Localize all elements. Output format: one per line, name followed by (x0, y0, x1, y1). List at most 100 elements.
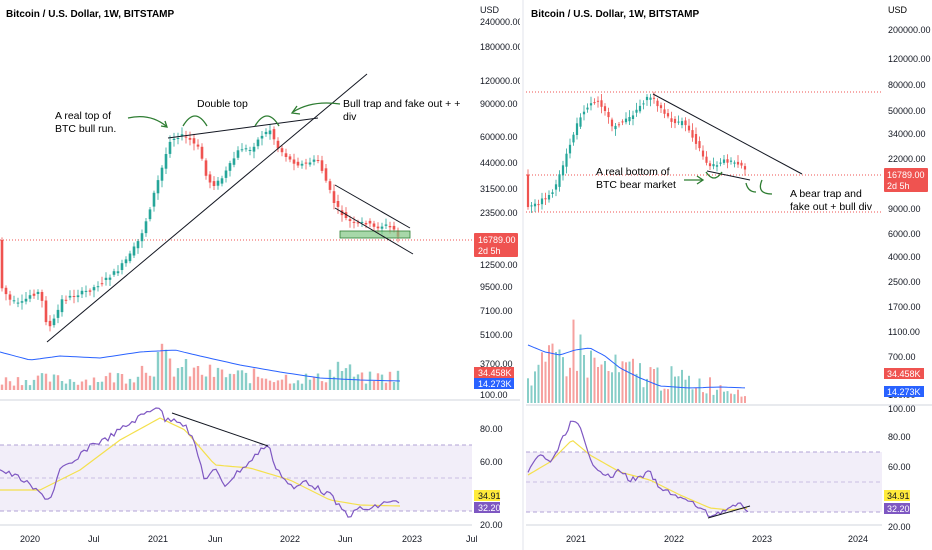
candle-body (116, 271, 120, 274)
volume-bar (360, 372, 364, 390)
candle-body (76, 295, 80, 298)
price-tick-label: 240000.00 (480, 17, 523, 27)
candle-body (631, 115, 635, 119)
volume-bar (4, 377, 8, 390)
candle-body (132, 246, 136, 256)
candle-body (582, 111, 586, 115)
candle-body (712, 164, 715, 167)
candle-body (635, 109, 638, 113)
candle-body (312, 159, 316, 162)
candle-body (220, 178, 224, 184)
volume-bar (639, 363, 641, 403)
volume-bar (597, 367, 599, 403)
right-volume-bars (527, 319, 746, 403)
candle-body (649, 97, 652, 100)
candle-body (248, 150, 252, 151)
volume-bar (104, 376, 108, 390)
candle-body (320, 160, 324, 171)
volume-bar (541, 352, 543, 403)
volume-bar (188, 376, 192, 390)
right-volume-ma-line (527, 344, 746, 389)
volume-bar (660, 390, 662, 403)
candle-body (112, 271, 116, 275)
price-tick-label: 80000.00 (888, 80, 926, 90)
candle-body (152, 192, 156, 207)
right-volume-ma-value: 14.273K (887, 387, 921, 397)
candle-body (642, 103, 645, 105)
candle-body (48, 320, 52, 327)
volume-bar (649, 367, 652, 403)
candle-body (164, 154, 168, 169)
right-bear-trap-arc-2 (745, 182, 757, 193)
volume-bar (240, 370, 244, 390)
candle-body (656, 100, 659, 107)
volume-bar (667, 389, 669, 403)
volume-bar (32, 379, 36, 390)
candle-body (88, 290, 92, 292)
candle-body (120, 263, 124, 270)
volume-bar (572, 319, 575, 403)
volume-bar (730, 393, 732, 403)
volume-bar (120, 374, 124, 390)
candle-body (684, 120, 687, 126)
time-tick-label: 2022 (664, 534, 684, 544)
price-tick-label: 100.00 (480, 390, 508, 400)
right-rsi-line (527, 420, 749, 518)
candle-body (670, 118, 673, 122)
volume-bar (164, 349, 168, 390)
candle-body (68, 295, 72, 298)
candle-body (8, 294, 12, 300)
volume-bar (368, 371, 372, 390)
right-chart: Bitcoin / U.S. Dollar, 1W, BITSTAMP USD … (526, 5, 932, 544)
candle-body (36, 291, 40, 294)
candle-body (589, 103, 593, 106)
candle-body (264, 131, 268, 135)
price-tick-label: 60.00 (888, 462, 911, 472)
volume-bar (296, 380, 300, 390)
candle-body (352, 221, 356, 223)
candle-body (376, 226, 380, 229)
candle-body (240, 149, 244, 151)
volume-bar (284, 374, 288, 390)
left-volume-bars (0, 343, 400, 390)
candle-body (624, 118, 628, 123)
candle-body (572, 134, 575, 143)
candle-body (691, 130, 694, 138)
volume-bar (68, 379, 72, 390)
candle-body (384, 224, 388, 226)
volume-bar (320, 381, 324, 390)
candle-body (336, 201, 340, 207)
right-bear-trap-arc (759, 179, 773, 195)
candle-body (736, 161, 740, 165)
volume-bar (220, 369, 224, 390)
candle-body (628, 117, 631, 122)
volume-bar (625, 362, 627, 403)
candle-body (729, 160, 733, 162)
candle-body (96, 286, 100, 288)
candle-body (680, 121, 684, 126)
candle-body (392, 225, 396, 230)
volume-bar (583, 355, 585, 403)
candle-body (733, 162, 736, 164)
volume-bar (72, 381, 76, 390)
candle-body (192, 138, 196, 144)
volume-bar (256, 376, 260, 390)
volume-bar (180, 367, 184, 390)
candle-body (20, 301, 24, 303)
candle-body (579, 117, 582, 127)
left-rsi-axis: 80.00 60.00 20.00 (480, 424, 503, 530)
right-candles (526, 91, 747, 213)
price-tick-label: 9500.00 (480, 282, 513, 292)
candle-body (687, 125, 691, 131)
candle-body (610, 119, 614, 127)
volume-bar (84, 379, 88, 390)
volume-bar (384, 382, 388, 390)
left-last-price-badge: 16789.00 2d 5h (474, 233, 518, 257)
candle-body (244, 148, 248, 150)
volume-bar (621, 361, 624, 403)
volume-bar (52, 374, 56, 390)
volume-bar (530, 385, 533, 403)
price-tick-label: 700.00 (888, 352, 916, 362)
volume-bar (607, 371, 610, 403)
volume-bar (24, 380, 28, 390)
